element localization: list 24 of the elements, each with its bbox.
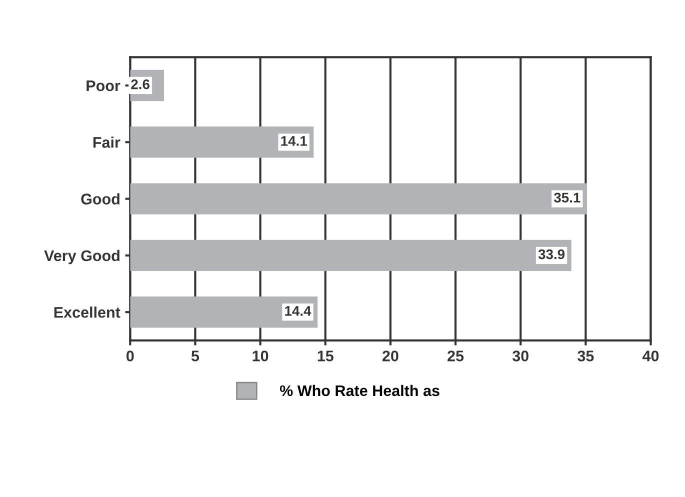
data-label: 2.6 bbox=[131, 79, 150, 90]
x-tick-label: 5 bbox=[191, 350, 200, 362]
x-tick-label: 10 bbox=[252, 350, 268, 362]
y-tick-label: Poor bbox=[86, 80, 120, 92]
x-tick-label: 0 bbox=[126, 350, 134, 362]
x-tick-label: 40 bbox=[642, 350, 659, 362]
bar bbox=[130, 240, 572, 272]
bar bbox=[130, 183, 587, 214]
x-tick-label: 15 bbox=[318, 350, 334, 362]
y-tick-label: Excellent bbox=[54, 306, 120, 318]
y-tick-label: Very Good bbox=[44, 250, 120, 264]
data-label: 35.1 bbox=[554, 192, 580, 203]
x-tick-label: 30 bbox=[512, 350, 528, 362]
x-tick-label: 35 bbox=[578, 350, 594, 362]
x-tick-label: 25 bbox=[448, 350, 464, 362]
data-label: 14.1 bbox=[281, 136, 307, 146]
data-label: 33.9 bbox=[538, 249, 565, 260]
y-tick-label: Fair bbox=[93, 136, 120, 148]
legend-label: % Who Rate Health as bbox=[280, 384, 440, 396]
x-tick-label: 20 bbox=[382, 350, 398, 362]
data-label: 14.4 bbox=[285, 306, 312, 316]
y-tick-label: Good bbox=[81, 193, 120, 204]
bar bbox=[130, 126, 314, 158]
bar bbox=[130, 296, 318, 328]
